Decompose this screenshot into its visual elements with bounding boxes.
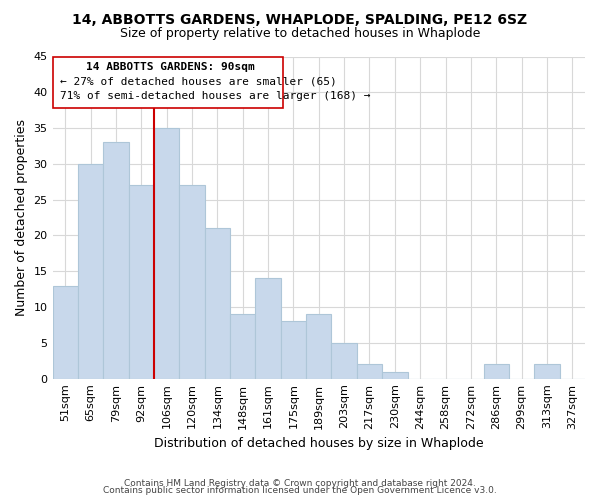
X-axis label: Distribution of detached houses by size in Whaplode: Distribution of detached houses by size … <box>154 437 484 450</box>
Text: 14, ABBOTTS GARDENS, WHAPLODE, SPALDING, PE12 6SZ: 14, ABBOTTS GARDENS, WHAPLODE, SPALDING,… <box>73 12 527 26</box>
Bar <box>306 314 331 378</box>
Bar <box>230 314 256 378</box>
Y-axis label: Number of detached properties: Number of detached properties <box>15 119 28 316</box>
Bar <box>179 186 205 378</box>
Bar <box>382 372 407 378</box>
Text: 14 ABBOTTS GARDENS: 90sqm: 14 ABBOTTS GARDENS: 90sqm <box>86 62 255 72</box>
Bar <box>281 322 306 378</box>
Text: 71% of semi-detached houses are larger (168) →: 71% of semi-detached houses are larger (… <box>60 91 371 101</box>
Bar <box>534 364 560 378</box>
Bar <box>357 364 382 378</box>
Bar <box>78 164 103 378</box>
Bar <box>103 142 128 378</box>
Bar <box>331 343 357 378</box>
Text: Contains public sector information licensed under the Open Government Licence v3: Contains public sector information licen… <box>103 486 497 495</box>
Bar <box>128 186 154 378</box>
Text: Size of property relative to detached houses in Whaplode: Size of property relative to detached ho… <box>120 28 480 40</box>
Bar <box>256 278 281 378</box>
Bar <box>53 286 78 378</box>
Text: Contains HM Land Registry data © Crown copyright and database right 2024.: Contains HM Land Registry data © Crown c… <box>124 478 476 488</box>
Text: ← 27% of detached houses are smaller (65): ← 27% of detached houses are smaller (65… <box>60 76 337 86</box>
Bar <box>484 364 509 378</box>
Bar <box>154 128 179 378</box>
Bar <box>205 228 230 378</box>
FancyBboxPatch shape <box>53 56 283 108</box>
